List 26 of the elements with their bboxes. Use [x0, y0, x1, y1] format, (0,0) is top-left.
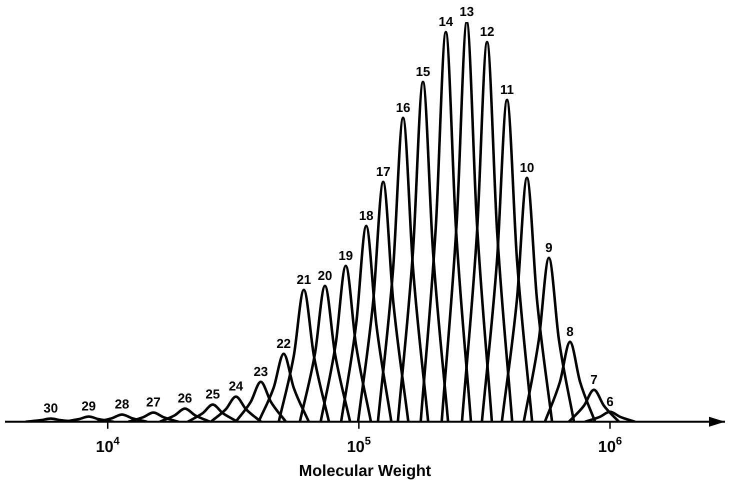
series-label: 6 [606, 394, 614, 409]
series-label: 24 [228, 378, 244, 394]
series-label: 20 [318, 268, 332, 283]
x-axis-title: Molecular Weight [298, 462, 432, 480]
series-label: 18 [359, 208, 374, 223]
series-label: 19 [338, 248, 354, 263]
series-label: 16 [396, 100, 410, 116]
series-label: 15 [416, 64, 430, 80]
series-label: 17 [376, 164, 390, 179]
series-label: 13 [460, 4, 474, 20]
series-label: 27 [146, 394, 161, 410]
series-label: 29 [81, 398, 96, 414]
series-label: 30 [43, 400, 58, 416]
series-label: 23 [254, 364, 268, 379]
series-label: 9 [545, 240, 552, 255]
series-label: 22 [276, 336, 291, 351]
series-label: 11 [500, 82, 514, 98]
series-label: 14 [438, 14, 454, 30]
series-label: 21 [296, 272, 312, 287]
series-label: 12 [480, 24, 494, 40]
series-label: 25 [206, 386, 220, 402]
series-label: 8 [566, 324, 574, 339]
series-label: 7 [590, 372, 598, 387]
series-label: 28 [114, 396, 130, 412]
series-label: 26 [178, 390, 192, 406]
series-label: 10 [520, 160, 534, 175]
